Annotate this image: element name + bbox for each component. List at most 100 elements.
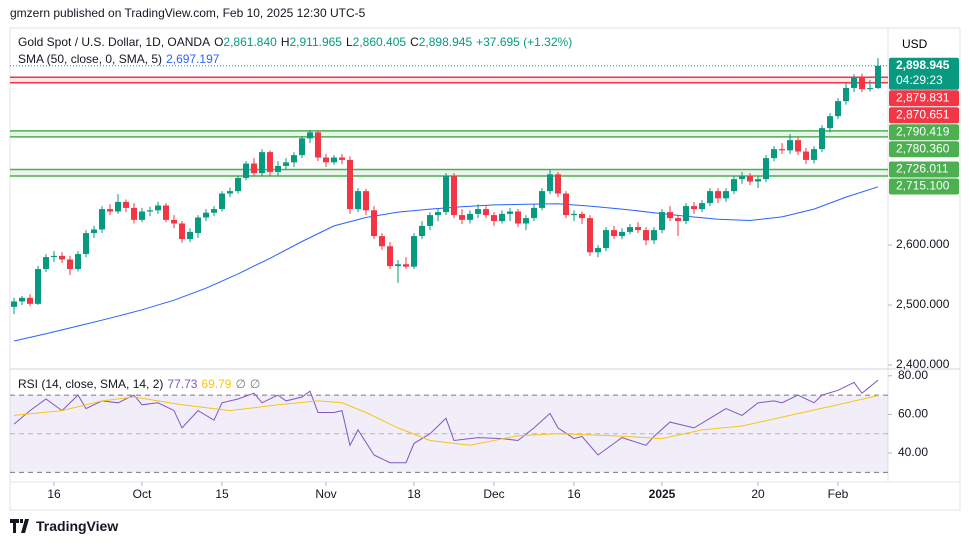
candle-body [819,128,825,150]
candle-body [395,264,401,267]
candle-body [867,88,873,90]
candle-body [235,177,241,192]
candle-body [139,211,145,220]
ohlc-label: O [214,35,224,49]
candle-body [843,87,849,102]
candle-body [283,162,289,166]
level-label-box [889,178,959,195]
x-tick-label: 20 [751,487,765,501]
candle-body [147,210,153,212]
level-label-box [889,141,959,158]
ohlc-value: 2,861.840 [223,35,277,49]
countdown: 04:29:23 [896,73,943,87]
candle-body [123,201,129,208]
candle-body [443,176,449,213]
candle-body [371,210,377,237]
candle-body [635,227,641,231]
x-tick-label: Dec [483,487,504,501]
level-label: 2,726.011 [896,162,949,176]
y-tick-label: 80.00 [898,368,928,382]
ohlc-value: 2,911.965 [289,35,342,49]
sma-value: 2,697.197 [166,52,220,66]
rsi-line [13,379,879,464]
candle-body [379,236,385,247]
candle-body [515,211,521,224]
candle-body [331,157,337,163]
candle-body [563,193,569,216]
ohlc-item: O2,861.840 [214,35,277,49]
candle-body [131,207,137,220]
level-label: 2,879.831 [896,90,950,104]
candle-body [411,236,417,267]
candle-body [307,132,313,139]
candle-body [19,297,25,302]
candle-body [163,205,169,220]
candle-body [795,140,801,152]
candle-body [195,217,201,234]
candle-body [51,255,57,258]
candle-body [355,191,361,210]
candle-body [539,191,545,208]
candle-body [155,205,161,211]
footer: TradingView [10,518,118,534]
candle-body [227,191,233,194]
level-label-box [889,90,959,107]
candle-body [275,165,281,172]
candle-body [115,201,121,212]
candle-body [27,297,33,304]
x-tick-label: 18 [407,487,421,501]
candle-body [427,215,433,226]
candle-body [323,157,329,163]
ohlc-item: L2,860.405 [346,35,406,49]
candle-body [171,219,177,224]
ohlc-label: H [280,35,290,49]
candle-body [435,212,441,216]
level-label-box [889,124,959,141]
ohlc-value: 2,898.945 [418,35,473,49]
candle-body [179,223,185,240]
candle-body [691,206,697,210]
candle-body [347,159,353,210]
candle-body [835,101,841,117]
candle-body [579,213,585,219]
candle-body [315,132,321,158]
currency: USD [902,37,928,51]
candle-body [187,231,193,240]
ohlc-item: H2,911.965 [281,35,342,49]
candle-body [251,163,257,174]
level-label: 2,715.100 [896,179,950,193]
y-tick-label: 2,500.000 [896,297,950,311]
last-price-box [889,57,959,90]
rsi-legend: RSI (14, close, SMA, 14, 2) 77.73 69.79 ∅ ∅ [18,377,264,391]
candle-body [707,191,713,204]
candle-body [339,157,345,160]
candle-body [659,212,665,231]
candle-body [467,213,473,220]
x-tick-label: 15 [215,487,229,501]
y-tick-label: 2,600.000 [896,237,950,251]
level-label-box [889,161,959,178]
candle-body [683,206,689,222]
candle-body [219,193,225,210]
candle-body [523,218,529,224]
candle-body [611,230,617,237]
candle-body [811,149,817,160]
candle-body [859,77,865,90]
candle-body [715,191,721,199]
x-tick-label: Feb [828,487,849,501]
level-label: 2,780.360 [896,141,950,155]
rsi-title: RSI (14, close, SMA, 14, 2) [18,377,164,391]
candle-body [739,176,745,180]
candle-body [451,176,457,216]
candle-body [107,209,113,212]
level-label-box [889,107,959,124]
candle-body [875,65,881,89]
candle-body [11,301,17,307]
candle-body [363,191,369,211]
candle-body [91,229,97,234]
ohlc-label: C [410,35,419,49]
candle-body [763,158,769,180]
candle-body [619,231,625,237]
candle-body [259,152,265,174]
candle-body [747,176,753,182]
